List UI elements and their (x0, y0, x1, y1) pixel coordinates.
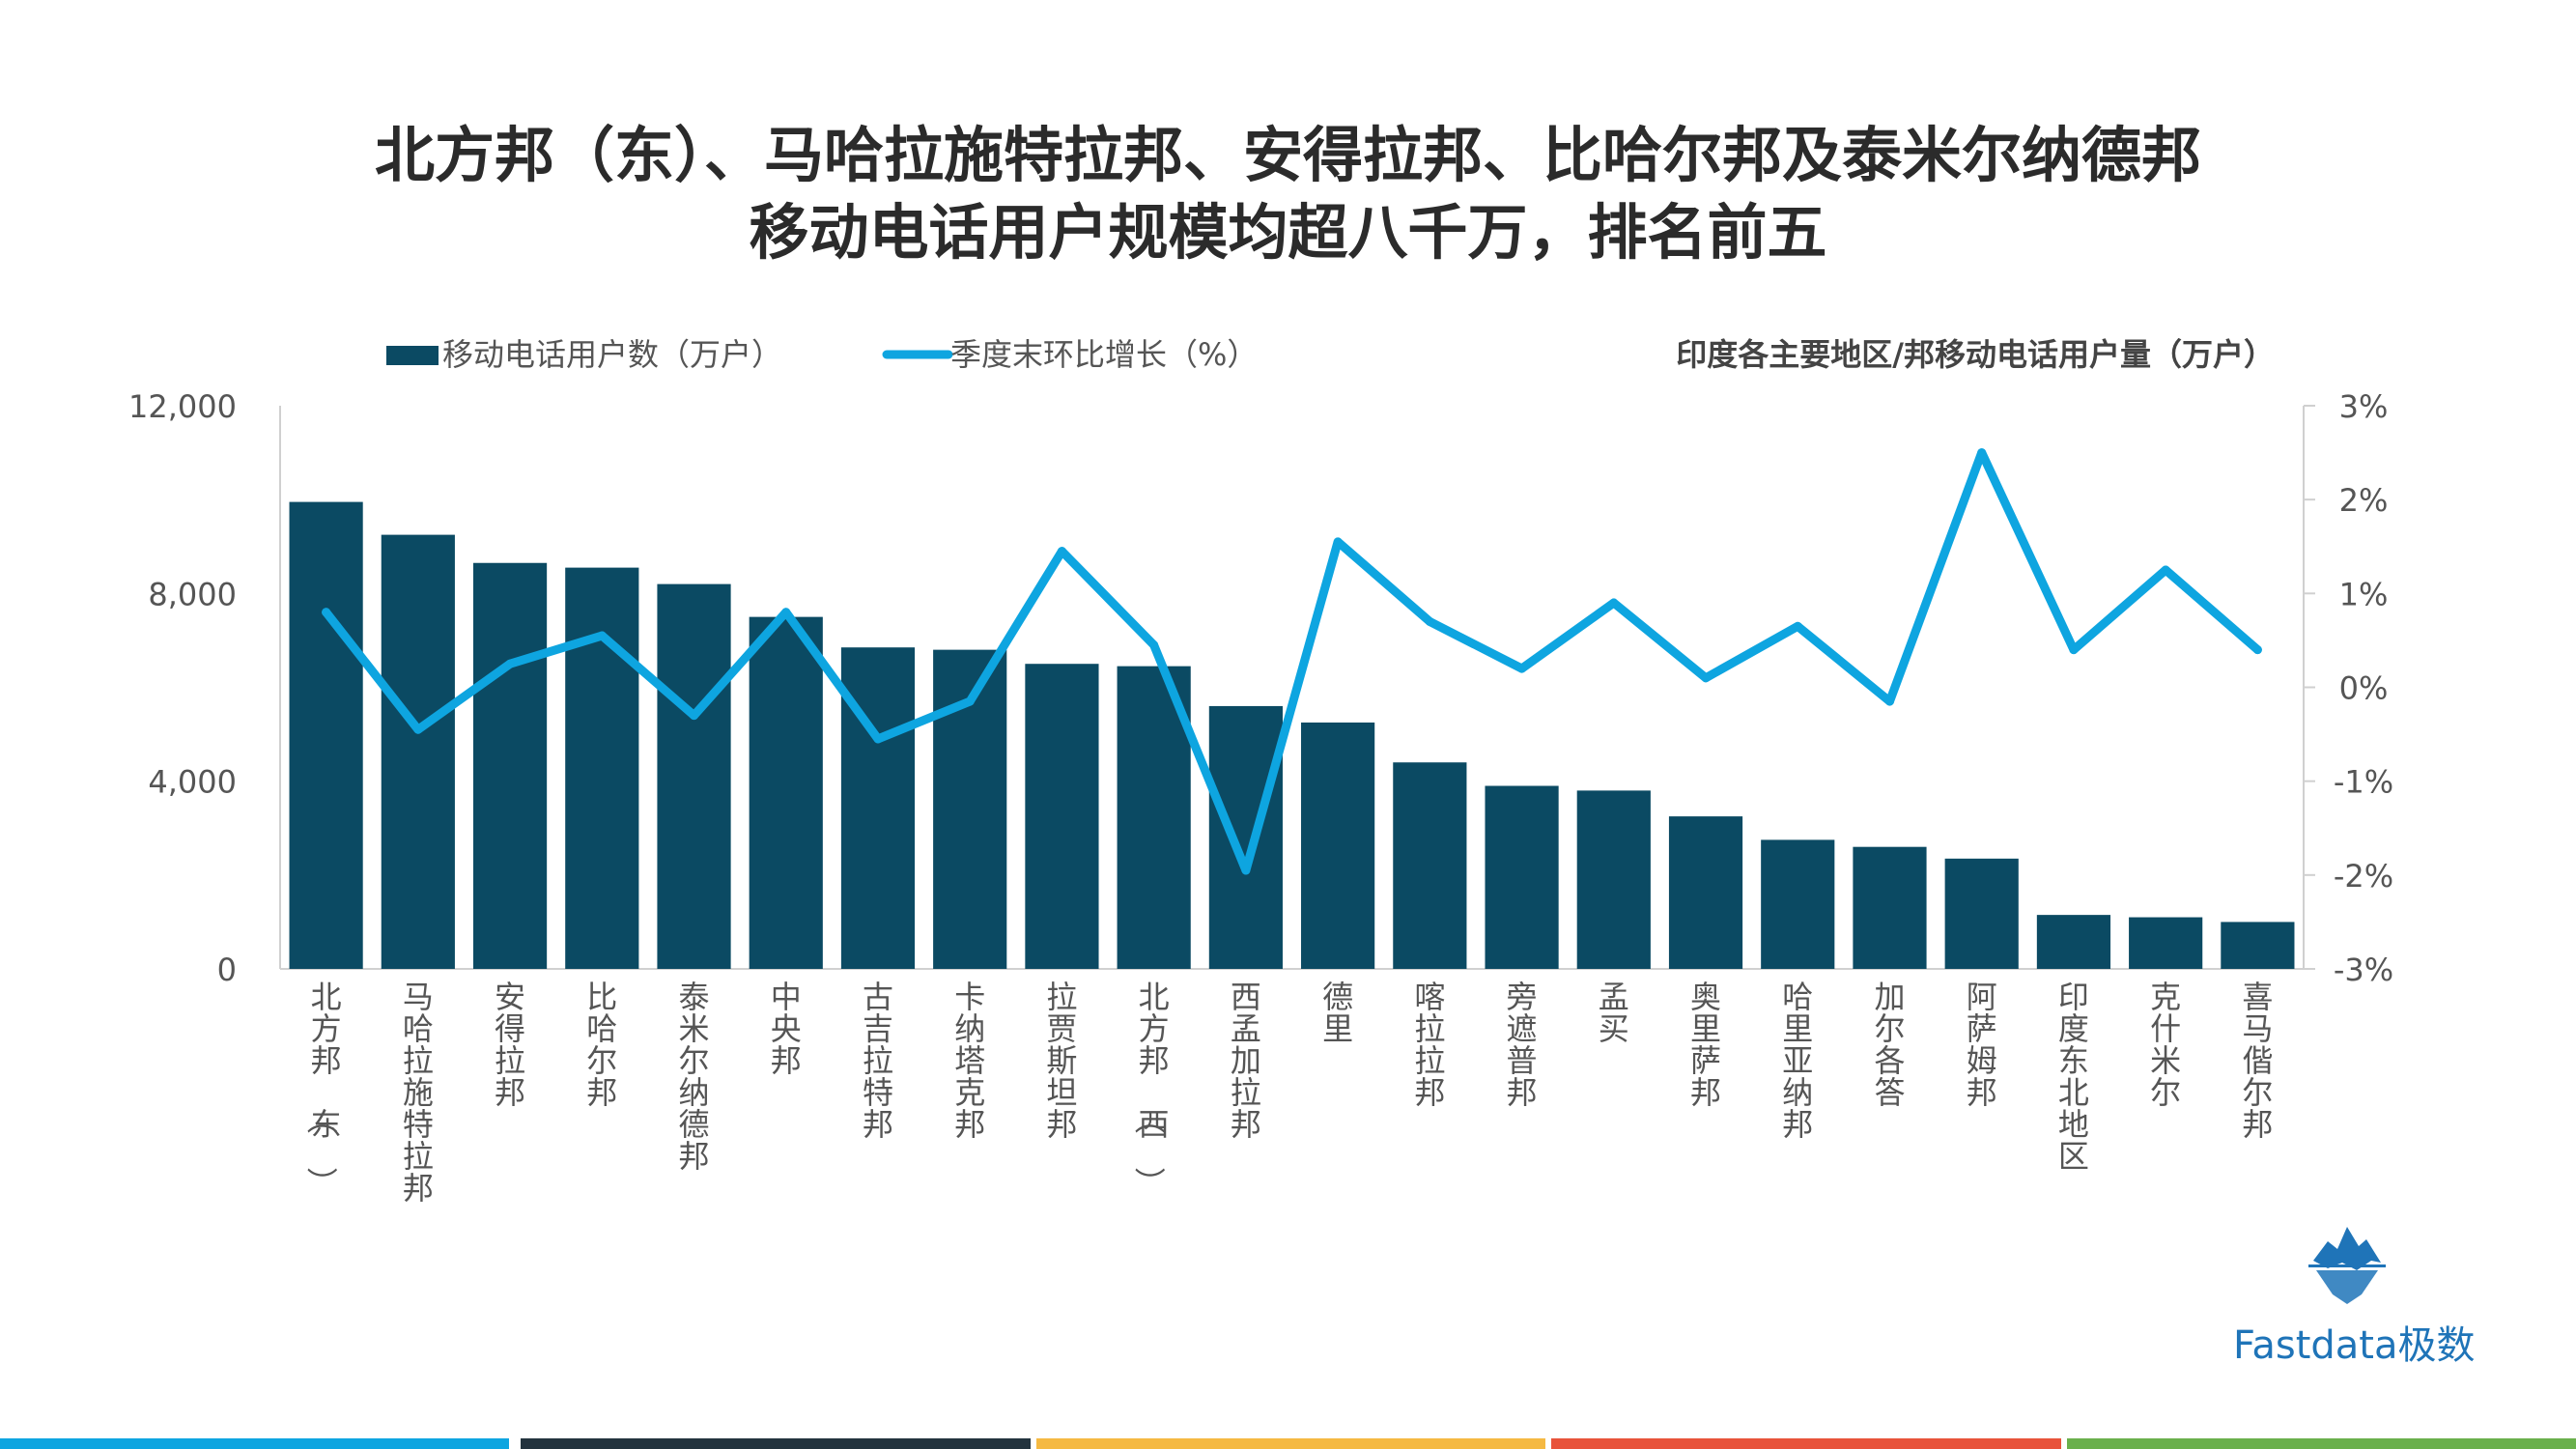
y-left-tick-label: 12,000 (128, 388, 237, 425)
y-left-tick-label: 8,000 (148, 576, 237, 612)
footer-bar-segment (2066, 1438, 2576, 1449)
legend-bar-label: 移动电话用户数（万户） (442, 336, 782, 373)
y-right-tick-label: 2% (2339, 482, 2389, 519)
line-point (1517, 664, 1527, 673)
chart-title-line1: 北方邦（东）、马哈拉施特拉邦、安得拉邦、比哈尔邦及泰米尔纳德邦 (374, 120, 2201, 190)
x-tick-label: 孟买 (1599, 979, 1629, 1047)
chart-axes: 0 4,000 8,000 12,000 -3% -2% -1% 0% 1% 2% 3% (128, 388, 2393, 988)
x-tick-label: 中央邦 (771, 979, 802, 1079)
y-right-tick-label: -3% (2334, 952, 2393, 988)
bar (657, 583, 731, 969)
line-point (1609, 598, 1619, 608)
y-right-tick-label: -1% (2334, 764, 2393, 801)
bar (1025, 664, 1099, 969)
line-point (1977, 448, 1987, 458)
line-point (2252, 645, 2262, 655)
y-left-tick-label: 4,000 (148, 764, 237, 801)
legend-bar-swatch (386, 346, 439, 365)
footer-bar-segment (521, 1438, 1031, 1449)
line-point (505, 659, 515, 668)
y-right-tick-label: 3% (2339, 388, 2389, 425)
x-tick-label: 德里 (1322, 979, 1353, 1047)
bar (1576, 790, 1651, 969)
bar (472, 562, 548, 969)
bar (1853, 846, 1927, 969)
line-point (597, 631, 607, 640)
y-right-tick-label: -2% (2334, 858, 2393, 895)
legend-line-label: 季度末环比增长（%） (950, 336, 1258, 373)
bar (1668, 816, 1743, 969)
line-point (1241, 866, 1251, 875)
bar (1301, 722, 1375, 969)
line-point (965, 696, 975, 706)
bar (565, 567, 639, 969)
line-point (413, 724, 423, 734)
line-point (322, 608, 331, 617)
line-point (1701, 673, 1711, 683)
bar (1485, 785, 1559, 969)
x-tick-label: 泰米尔纳德邦 (679, 979, 710, 1175)
x-tick-label: 拉贾斯坦邦 (1046, 979, 1077, 1143)
y-right-tick-label: 0% (2339, 670, 2389, 707)
x-tick-label: 奥里萨邦 (1690, 979, 1721, 1111)
x-tick-label: 印度东北地区 (2058, 979, 2089, 1175)
bar (289, 501, 363, 969)
footer-bar-segment (1551, 1438, 2061, 1449)
line-point (1793, 621, 1802, 631)
legend: 移动电话用户数（万户） 季度末环比增长（%） (386, 336, 1258, 373)
x-tick-label: 喀拉拉邦 (1414, 979, 1445, 1111)
bar (1393, 762, 1467, 969)
bar-series (289, 501, 2295, 969)
x-tick-label: 喜马偕尔邦 (2242, 979, 2273, 1143)
line-point (2161, 565, 2170, 575)
line-point (1333, 537, 1343, 547)
bar (2129, 917, 2203, 969)
y-right-tick-label: 1% (2339, 576, 2389, 612)
line-point (1425, 616, 1434, 626)
bar (1761, 839, 1835, 969)
line-point (873, 734, 883, 744)
x-tick-label: 古吉拉特邦 (863, 979, 893, 1143)
chart-subtitle: 印度各主要地区/邦移动电话用户量（万户） (1676, 336, 2275, 373)
x-tick-label: 安得拉邦 (495, 979, 525, 1111)
x-tick-label: 北方邦（东） (303, 979, 342, 1198)
line-point (1149, 640, 1159, 650)
x-tick-label: 马哈拉施特拉邦 (403, 979, 434, 1207)
x-tick-label: 阿萨姆邦 (1967, 979, 1997, 1111)
line-point (2069, 645, 2079, 655)
y-left-tick-label: 0 (217, 952, 237, 988)
bar (2221, 922, 2295, 969)
x-tick-label: 旁遮普邦 (1507, 979, 1538, 1111)
x-tick-label: 克什米尔 (2150, 979, 2181, 1111)
footer-bar-segment (0, 1438, 510, 1449)
line-point (1057, 547, 1066, 556)
x-tick-label: 比哈尔邦 (586, 979, 617, 1111)
logo-text: Fastdata极数 (2233, 1323, 2476, 1368)
line-point (781, 608, 791, 617)
line-point (690, 711, 699, 721)
bar (1208, 705, 1283, 969)
bar (381, 534, 455, 969)
x-tick-label: 西孟加拉邦 (1231, 979, 1261, 1143)
growth-line (322, 448, 2262, 875)
x-tick-label: 北方邦（西） (1131, 979, 1170, 1198)
x-tick-label: 卡纳塔克邦 (954, 979, 985, 1143)
x-tick-label: 哈里亚纳邦 (1782, 979, 1813, 1143)
x-tick-label: 加尔各答 (1874, 979, 1905, 1111)
bar (840, 647, 916, 969)
line-point (1884, 696, 1894, 706)
footer-bar-segment (1035, 1438, 1546, 1449)
bar (749, 616, 823, 969)
x-axis-labels: 北方邦（东） 马哈拉施特拉邦 安得拉邦 比哈尔邦 泰米尔纳德邦 中央邦 古吉拉特邦 卡纳塔克邦… (303, 979, 2274, 1207)
bar (2036, 915, 2111, 969)
line-series (322, 448, 2262, 875)
chart-title-line2: 移动电话用户规模均超八千万，排名前五 (749, 197, 1827, 268)
iceberg-logo-icon (2308, 1227, 2386, 1304)
bar (1944, 858, 2019, 969)
